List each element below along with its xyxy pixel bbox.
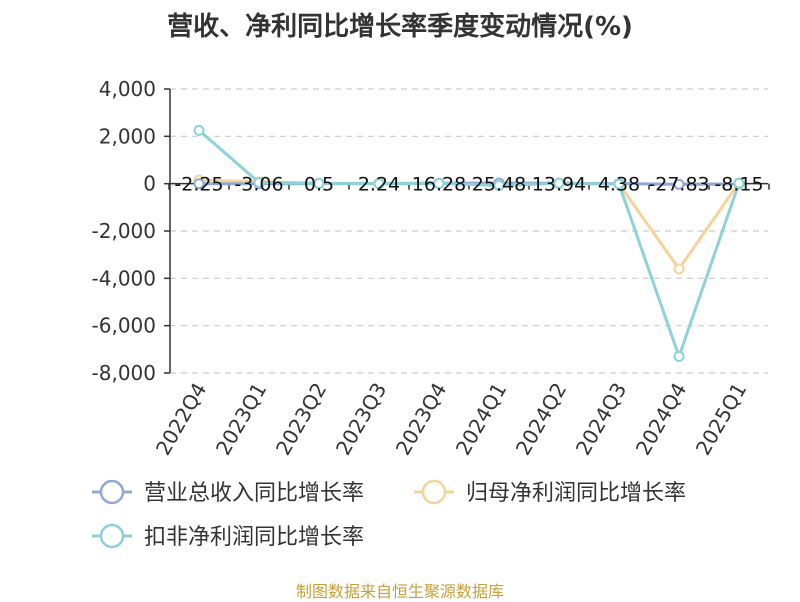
x-tick-label: 2023Q2 xyxy=(271,379,331,460)
data-label: 2.24 xyxy=(358,174,400,196)
y-tick-label: -6,000 xyxy=(92,314,156,338)
x-tick-label: 2023Q1 xyxy=(211,379,271,460)
x-tick-label: 2023Q3 xyxy=(331,379,391,460)
data-point xyxy=(733,177,745,189)
data-label: -2.25 xyxy=(174,174,223,196)
data-point xyxy=(433,177,445,189)
data-label: -3.06 xyxy=(234,174,283,196)
data-point xyxy=(553,177,565,189)
data-label: -8.15 xyxy=(714,174,763,196)
legend-label: 扣非净利润同比增长率 xyxy=(144,525,364,550)
x-tick-label: 2024Q2 xyxy=(511,379,571,460)
data-source: 制图数据来自恒生聚源数据库 xyxy=(295,582,504,601)
x-axis-ticks: 2022Q4 2023Q1 2023Q2 2023Q3 2023Q4 2024Q1 2024… xyxy=(151,183,770,460)
x-tick-label: 2024Q4 xyxy=(631,379,691,460)
data-label: 0.5 xyxy=(304,174,334,196)
y-axis-ticks: 4,000 2,000 0 -2,000 -4,000 -6,000 -8,000 xyxy=(92,77,170,385)
series-line xyxy=(198,129,741,358)
x-tick-label: 2022Q4 xyxy=(151,379,211,460)
y-tick-label: 2,000 xyxy=(99,124,156,148)
series-lines xyxy=(193,124,745,362)
data-labels: -2.25 -3.06 0.5 2.24 16.28 25.48 13.94 4.38 -27.… xyxy=(174,174,763,196)
x-tick-label: 2025Q1 xyxy=(691,379,751,460)
chart-title: 营收、净利同比增长率季度变动情况(%) xyxy=(167,12,633,42)
legend-label: 营业总收入同比增长率 xyxy=(144,481,364,506)
data-label: 4.38 xyxy=(598,174,640,196)
data-label: 13.94 xyxy=(532,174,586,196)
x-tick-label: 2023Q4 xyxy=(391,379,451,460)
data-point xyxy=(373,178,385,190)
y-tick-label: 4,000 xyxy=(99,77,156,101)
data-label: 25.48 xyxy=(472,174,526,196)
data-label: -27.83 xyxy=(648,174,709,196)
y-tick-label: -4,000 xyxy=(92,266,156,290)
legend-label: 归母净利润同比增长率 xyxy=(466,481,686,506)
grid-lines xyxy=(170,88,768,374)
data-point xyxy=(493,180,505,192)
data-point xyxy=(673,350,685,362)
y-tick-label: -8,000 xyxy=(92,361,156,385)
y-tick-label: 0 xyxy=(143,172,156,196)
data-point xyxy=(673,263,685,275)
x-tick-label: 2024Q3 xyxy=(571,379,631,460)
legend-marker xyxy=(421,479,447,505)
data-point xyxy=(193,124,205,136)
legend-marker xyxy=(99,523,125,549)
data-point xyxy=(613,178,625,190)
x-tick-label: 2024Q1 xyxy=(451,379,511,460)
data-label: 16.28 xyxy=(412,174,466,196)
legend-marker xyxy=(99,479,125,505)
data-point xyxy=(673,178,685,190)
data-point xyxy=(313,177,325,189)
y-tick-label: -2,000 xyxy=(92,219,156,243)
data-point xyxy=(193,178,205,190)
data-point xyxy=(253,176,265,188)
